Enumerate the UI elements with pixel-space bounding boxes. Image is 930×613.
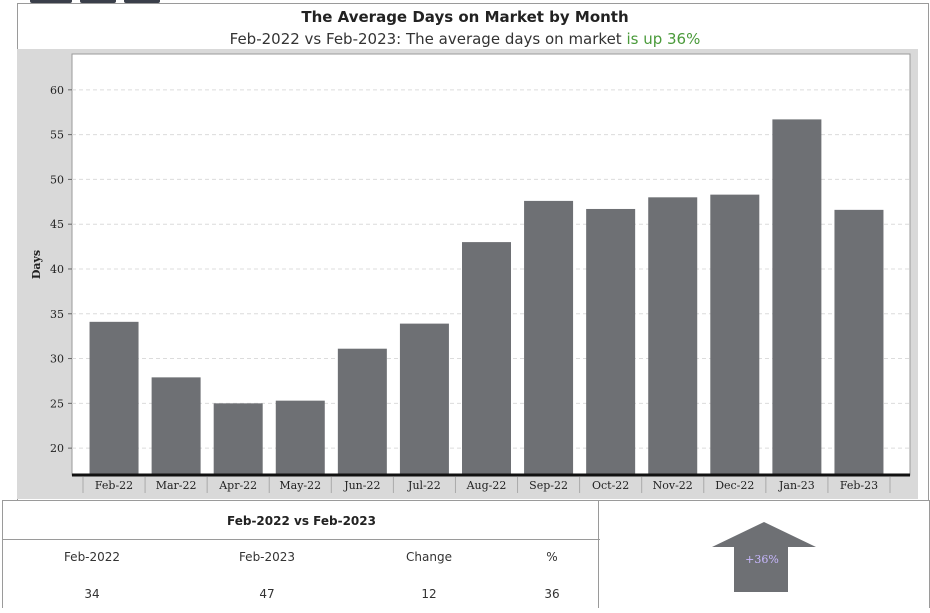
x-tick-label: Feb-22 (95, 479, 133, 492)
tab-fragment[interactable] (124, 0, 160, 3)
value-feb-2023: 47 (259, 587, 275, 601)
bar-chart: 20 25 30 35 40 45 50 55 60 Days Feb-22 Mar-22 Apr-22… (30, 53, 911, 493)
change-indicator-panel: +36% (599, 500, 930, 608)
header-change: Change (406, 550, 452, 564)
chart-subtitle: Feb-2022 vs Feb-2023: The average days o… (0, 30, 930, 48)
y-tick-label: 25 (50, 397, 64, 410)
x-tick-label: Aug-22 (466, 479, 507, 492)
subtitle-highlight: is up 36% (626, 30, 701, 48)
bar-feb-22 (89, 321, 139, 475)
bar-apr-22 (213, 403, 263, 475)
y-tick-label: 60 (50, 84, 64, 97)
value-percent: 36 (544, 587, 560, 601)
y-tick-label: 55 (50, 129, 64, 142)
comparison-title: Feb-2022 vs Feb-2023 (227, 514, 376, 528)
up-arrow-icon: +36% (712, 522, 816, 592)
header-percent: % (546, 550, 558, 564)
header-feb-2023: Feb-2023 (238, 550, 296, 564)
x-tick-label: Feb-23 (840, 479, 878, 492)
bar-oct-22 (586, 208, 636, 475)
x-tick-label: Oct-22 (592, 479, 629, 492)
bar-mar-22 (151, 377, 201, 475)
y-tick-label: 50 (50, 173, 64, 186)
comparison-table: Feb-2022 vs Feb-2023 Feb-2022 Feb-2023 C… (2, 500, 600, 608)
change-percent-label: +36% (745, 553, 779, 566)
x-tick-label: Sep-22 (529, 479, 568, 492)
subtitle-text: Feb-2022 vs Feb-2023: The average days o… (229, 30, 627, 48)
bar-feb-23 (834, 209, 884, 476)
bar-jan-23 (772, 119, 822, 476)
x-tick-label: Jan-23 (778, 479, 815, 492)
y-tick-label: 45 (50, 218, 64, 231)
bar-aug-22 (462, 242, 511, 475)
y-tick-label: 30 (50, 353, 64, 366)
x-tick-label: Mar-22 (156, 479, 197, 492)
y-axis-label: Days (30, 250, 43, 279)
bar-may-22 (275, 400, 325, 475)
header-feb-2022: Feb-2022 (63, 550, 121, 564)
x-tick-label: Jun-22 (343, 479, 380, 492)
x-tick-label: Apr-22 (218, 479, 257, 492)
bar-nov-22 (648, 197, 698, 475)
x-tick-label: Dec-22 (715, 479, 754, 492)
y-tick-label: 35 (50, 308, 64, 321)
bar-jun-22 (337, 348, 387, 475)
up-arrow-shape (712, 522, 816, 592)
tab-fragment[interactable] (80, 0, 116, 3)
bar-jul-22 (399, 323, 449, 475)
y-tick-label: 40 (50, 263, 64, 276)
y-tick-label: 20 (50, 442, 64, 455)
tab-fragment[interactable] (30, 0, 72, 3)
value-feb-2022: 34 (84, 587, 100, 601)
bar-sep-22 (524, 200, 574, 475)
comparison-divider (3, 539, 600, 540)
x-tick-label: May-22 (279, 479, 321, 492)
bar-dec-22 (710, 194, 760, 476)
chart-title: The Average Days on Market by Month (301, 8, 629, 26)
top-tab-strip (30, 0, 170, 3)
x-tick-label: Nov-22 (653, 479, 693, 492)
x-tick-label: Jul-22 (407, 479, 441, 492)
value-change: 12 (421, 587, 437, 601)
